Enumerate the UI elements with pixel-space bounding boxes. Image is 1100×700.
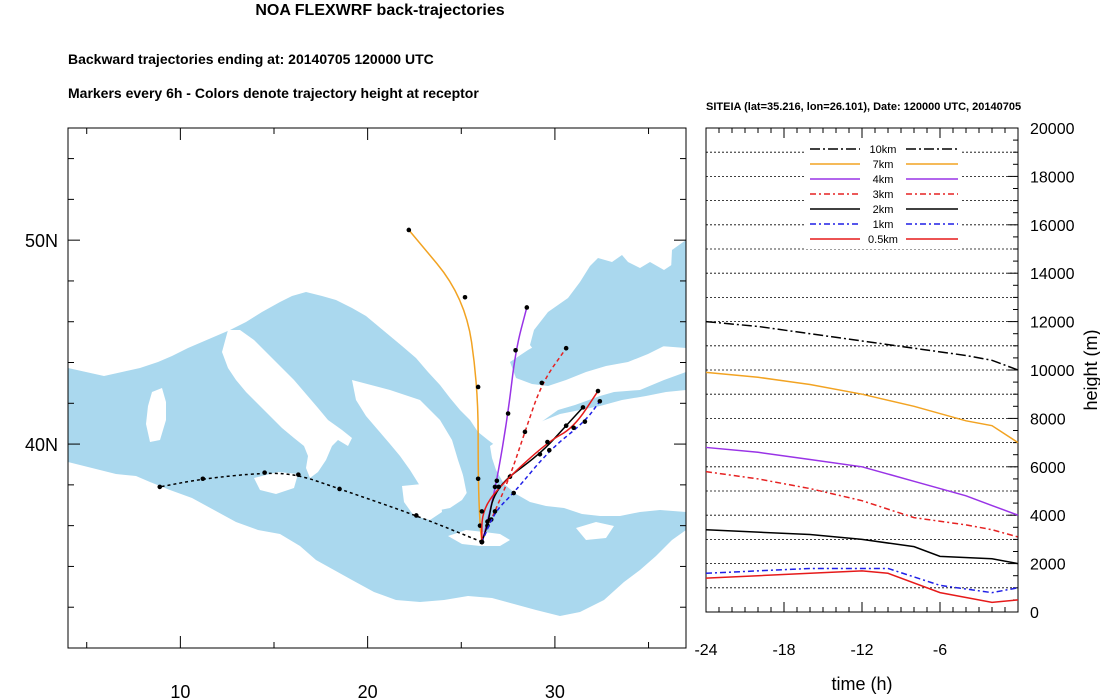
legend-label: 3km [873,189,894,201]
profile-series [705,320,1019,604]
x-axis-label: time (h) [831,674,892,694]
trajectory-marker [479,509,485,514]
trajectory-marker [414,513,419,518]
series-0.5km [705,570,1019,604]
legend-label: 2km [873,204,894,216]
trajectory-marker [546,447,552,453]
land-peloponnese [402,484,442,520]
trajectory-marker [475,384,481,390]
land-cyprus [576,522,614,540]
y-tick-label: 0 [1030,605,1039,622]
legend-label: 0.5km [868,234,898,246]
series-3km [705,470,1019,538]
trajectory-0.5km [481,390,599,542]
trajectory-marker [262,470,267,475]
y-tick-label: 12000 [1030,315,1075,332]
map-tick-labels: 10 20 30 40N 50N [25,231,565,700]
trajectory-marker [492,509,498,514]
series-1km [705,567,1019,594]
y-tick-label: 6000 [1030,460,1066,477]
map-ticks [68,128,686,648]
sea-caspian [670,240,686,320]
land-anatolia [490,390,686,516]
y-tick-label: 2000 [1030,557,1066,574]
legend-label: 1km [873,219,894,231]
legend-label: 4km [873,174,894,186]
legend-label: 7km [873,159,894,171]
legend-box [806,141,960,249]
trajectory-marker [337,486,342,492]
trajectory-marker [595,388,601,394]
x-tick-label: -24 [694,642,717,659]
trajectory-marker [406,227,412,233]
trajectory-7km [408,229,483,543]
y-tick-label: 10000 [1030,363,1075,380]
map-x-tick-label: 10 [170,682,190,700]
trajectory-marker [524,305,530,310]
y-axis-label: height (m) [1081,329,1100,410]
trajectory-marker [475,476,481,482]
y-tick-label: 18000 [1030,169,1075,186]
land-masses [68,128,686,648]
subtitle-end-time: Backward trajectories ending at: 2014070… [68,51,434,67]
trajectory-map: 10 20 30 40N 50N [25,127,687,700]
trajectory-marker [597,398,603,404]
trajectory-marker [200,476,206,482]
map-y-tick-label: 40N [25,435,58,455]
subtitle-markers: Markers every 6h - Colors denote traject… [68,85,479,101]
map-y-tick-label: 50N [25,231,58,251]
trajectory-marker [571,425,576,431]
land-greece [352,380,470,510]
trajectory-marker [462,294,468,300]
sea-black-sea [510,314,672,386]
trajectory-10km [159,472,483,543]
x-tick-label: -18 [772,642,795,659]
map-x-tick-label: 20 [358,682,378,700]
profile-ticks: 0 2000 4000 6000 8000 10000 12000 14000 16000 180… [694,121,1074,659]
legend: 10km 7km 4km 3km 2km 1km 0.5km [806,141,960,249]
trajectory-marker [479,539,485,545]
y-tick-label: 8000 [1030,411,1066,428]
land-africa [68,462,686,648]
land-sicily [254,472,298,494]
trajectory-marker [563,345,569,351]
profile-title: SITEIA (lat=35.216, lon=26.101), Date: 1… [706,101,1021,113]
trajectory-marker [505,411,511,416]
trajectory-1km [481,400,601,543]
legend-label: 10km [870,144,897,156]
trajectory-marker [513,347,518,353]
series-4km [705,446,1019,516]
x-tick-label: -6 [933,642,947,659]
y-tick-label: 20000 [1030,121,1075,138]
x-tick-label: -12 [850,642,873,659]
trajectory-marker [496,484,502,490]
series-7km [705,371,1019,444]
trajectory-marker [537,451,543,457]
trajectory-marker [539,380,545,386]
land-italy [222,330,352,478]
series-2km [705,528,1019,565]
map-x-tick-label: 30 [545,682,565,700]
trajectory-marker [494,478,500,484]
trajectory-lines [157,227,603,545]
trajectory-marker [296,472,301,477]
y-tick-label: 16000 [1030,218,1075,235]
trajectory-marker [492,484,498,490]
trajectory-marker [545,439,550,445]
height-profile-panel: SITEIA (lat=35.216, lon=26.101), Date: 1… [694,101,1100,694]
map-frame [67,127,687,649]
trajectory-marker [563,423,569,429]
trajectory-marker [522,429,528,435]
trajectory-marker [511,490,517,496]
y-tick-label: 14000 [1030,266,1075,283]
trajectory-marker [157,484,163,490]
y-tick-label: 4000 [1030,508,1066,525]
page-title: NOA FLEXWRF back-trajectories [255,2,505,19]
land-sardinia [146,388,166,442]
trajectory-marker [580,405,586,410]
trajectory-marker [582,419,588,424]
series-10km [705,320,1019,371]
